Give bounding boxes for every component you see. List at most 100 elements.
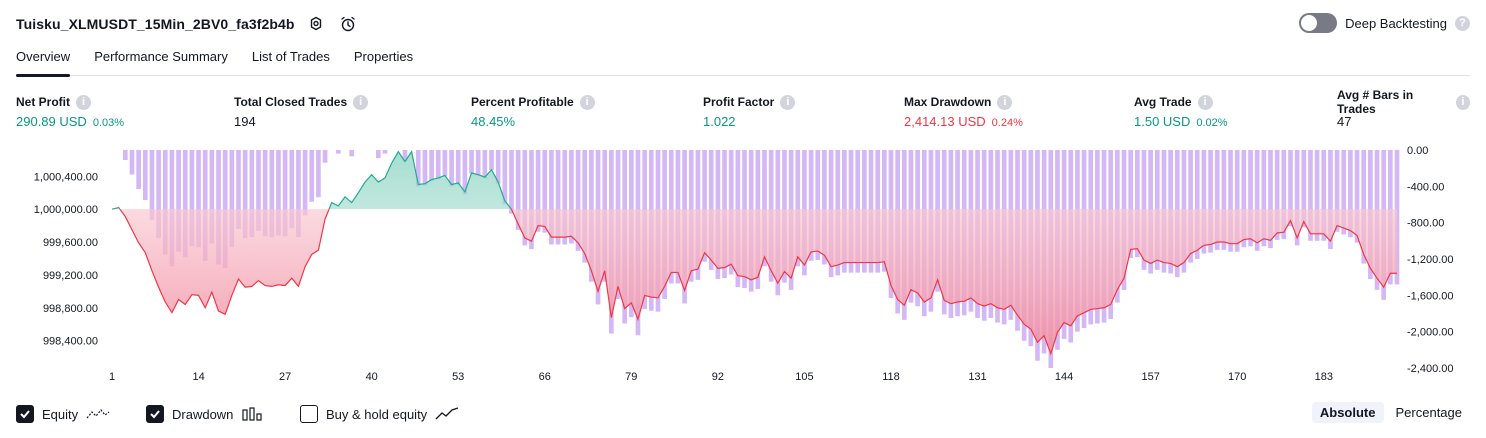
drawdown-bar xyxy=(176,150,181,252)
drawdown-bar xyxy=(415,150,421,187)
drawdown-bar xyxy=(262,150,268,237)
drawdown-bar xyxy=(1321,150,1327,241)
left-axis-tick: 999,600.00 xyxy=(43,237,98,249)
drawdown-bars-icon xyxy=(242,407,263,421)
left-axis-tick: 1,000,400.00 xyxy=(34,171,98,183)
stat-total-closed-trades: Total Closed Trades i 194 xyxy=(234,94,369,129)
left-axis-tick: 998,400.00 xyxy=(43,336,98,348)
stat-net-profit: Net Profit i 290.89 USD 0.03% xyxy=(16,94,124,129)
drawdown-bar xyxy=(322,150,328,163)
info-icon[interactable]: i xyxy=(353,94,369,110)
drawdown-bar xyxy=(1328,150,1333,250)
drawdown-bar xyxy=(435,150,441,180)
tab-overview[interactable]: Overview xyxy=(16,46,71,77)
absolute-button[interactable]: Absolute xyxy=(1311,402,1384,423)
drawdown-bar xyxy=(129,150,135,175)
x-axis-tick: 105 xyxy=(795,371,813,383)
drawdown-bar xyxy=(1361,150,1367,264)
stat-percent-profitable: Percent Profitable i 48.45% xyxy=(471,94,595,129)
equity-line-icon xyxy=(86,409,110,419)
drawdown-bar xyxy=(549,150,554,245)
drawdown-bar xyxy=(269,150,275,238)
stats-row: Net Profit i 290.89 USD 0.03% Total Closed… xyxy=(16,88,1470,130)
drawdown-bar xyxy=(529,150,534,250)
info-icon[interactable]: i xyxy=(997,94,1013,110)
drawdown-bar xyxy=(455,150,461,185)
alarm-clock-icon[interactable] xyxy=(337,13,359,35)
equity-checkbox[interactable]: Equity xyxy=(16,402,110,426)
drawdown-bar xyxy=(1288,150,1293,227)
left-axis-tick: 998,800.00 xyxy=(43,303,98,315)
stat-label: Net Profit xyxy=(16,95,70,109)
equity-loss-area xyxy=(119,209,1397,354)
drawdown-bar xyxy=(136,150,141,190)
drawdown-bar xyxy=(216,150,221,265)
drawdown-bar xyxy=(489,150,494,170)
x-axis-tick: 131 xyxy=(968,371,986,383)
drawdown-bar xyxy=(569,150,574,244)
x-axis-tick: 92 xyxy=(712,371,724,383)
drawdown-bar xyxy=(1308,150,1313,241)
drawdown-bar xyxy=(196,150,201,248)
info-icon[interactable]: i xyxy=(76,94,91,110)
stat-value: 1.50 USD xyxy=(1134,114,1191,129)
drawdown-checkbox[interactable]: Drawdown xyxy=(146,402,265,426)
buy-hold-checkbox[interactable]: Buy & hold equity xyxy=(300,402,459,426)
drawdown-label: Drawdown xyxy=(172,406,234,422)
checkbox-checked-icon[interactable] xyxy=(16,405,34,423)
drawdown-bar xyxy=(822,150,827,265)
drawdown-bar xyxy=(256,150,261,231)
drawdown-bar xyxy=(1268,150,1273,249)
drawdown-bar xyxy=(762,150,767,267)
drawdown-bar xyxy=(515,150,521,230)
stat-avg-trade: Avg Trade i 1.50 USD 0.02% xyxy=(1134,94,1228,129)
drawdown-bar xyxy=(1354,150,1360,243)
drawdown-bar xyxy=(276,150,281,236)
stat-value: 48.45% xyxy=(471,114,516,129)
value-mode-switch: Absolute Percentage xyxy=(1311,402,1470,423)
checkbox-checked-icon[interactable] xyxy=(146,405,164,423)
drawdown-bar xyxy=(309,150,315,202)
drawdown-bar xyxy=(1234,150,1240,252)
info-icon[interactable]: i xyxy=(579,94,595,110)
tab-performance-summary[interactable]: Performance Summary xyxy=(94,49,228,64)
drawdown-bar xyxy=(555,150,561,245)
drawdown-bar xyxy=(1294,150,1300,246)
drawdown-bar xyxy=(1201,150,1207,254)
deep-backtesting-toggle[interactable] xyxy=(1299,13,1338,33)
left-axis-tick: 1,000,000.00 xyxy=(34,204,98,216)
drawdown-bar xyxy=(1348,150,1353,238)
drawdown-bar xyxy=(149,150,155,220)
info-icon[interactable]: i xyxy=(1197,94,1213,110)
right-axis-tick: -1,600.00 xyxy=(1407,290,1453,302)
tab-properties[interactable]: Properties xyxy=(353,49,414,64)
tab-list-of-trades[interactable]: List of Trades xyxy=(251,49,330,64)
drawdown-bar xyxy=(1281,150,1287,240)
drawdown-bar xyxy=(202,150,208,261)
help-icon[interactable]: ? xyxy=(1455,15,1470,31)
drawdown-bar xyxy=(1221,150,1227,250)
drawdown-bar xyxy=(542,150,548,233)
drawdown-bar xyxy=(1301,150,1307,228)
equity-drawdown-chart[interactable]: 998,400.00 998,800.00 999,200.00 999,600.00… xyxy=(0,140,1486,395)
drawdown-bar xyxy=(422,150,428,186)
drawdown-bar xyxy=(316,150,321,198)
settings-gear-icon[interactable] xyxy=(305,13,327,35)
drawdown-bar xyxy=(502,150,508,205)
drawdown-bar xyxy=(702,150,707,262)
drawdown-bar xyxy=(815,150,821,260)
buy-hold-line-icon xyxy=(435,407,459,420)
drawdown-bar xyxy=(1228,150,1233,252)
info-icon[interactable]: i xyxy=(780,94,796,110)
drawdown-bar xyxy=(482,150,488,179)
stat-value: 47 xyxy=(1337,114,1352,129)
info-icon[interactable]: i xyxy=(1455,94,1470,110)
x-axis-tick: 53 xyxy=(452,371,464,383)
stat-label: Percent Profitable xyxy=(471,95,574,109)
drawdown-bar xyxy=(236,150,241,230)
drawdown-bar xyxy=(1135,150,1140,258)
checkbox-unchecked-icon[interactable] xyxy=(300,405,318,423)
drawdown-bar xyxy=(336,150,341,154)
percentage-button[interactable]: Percentage xyxy=(1395,405,1463,420)
x-axis-tick: 27 xyxy=(279,371,291,383)
